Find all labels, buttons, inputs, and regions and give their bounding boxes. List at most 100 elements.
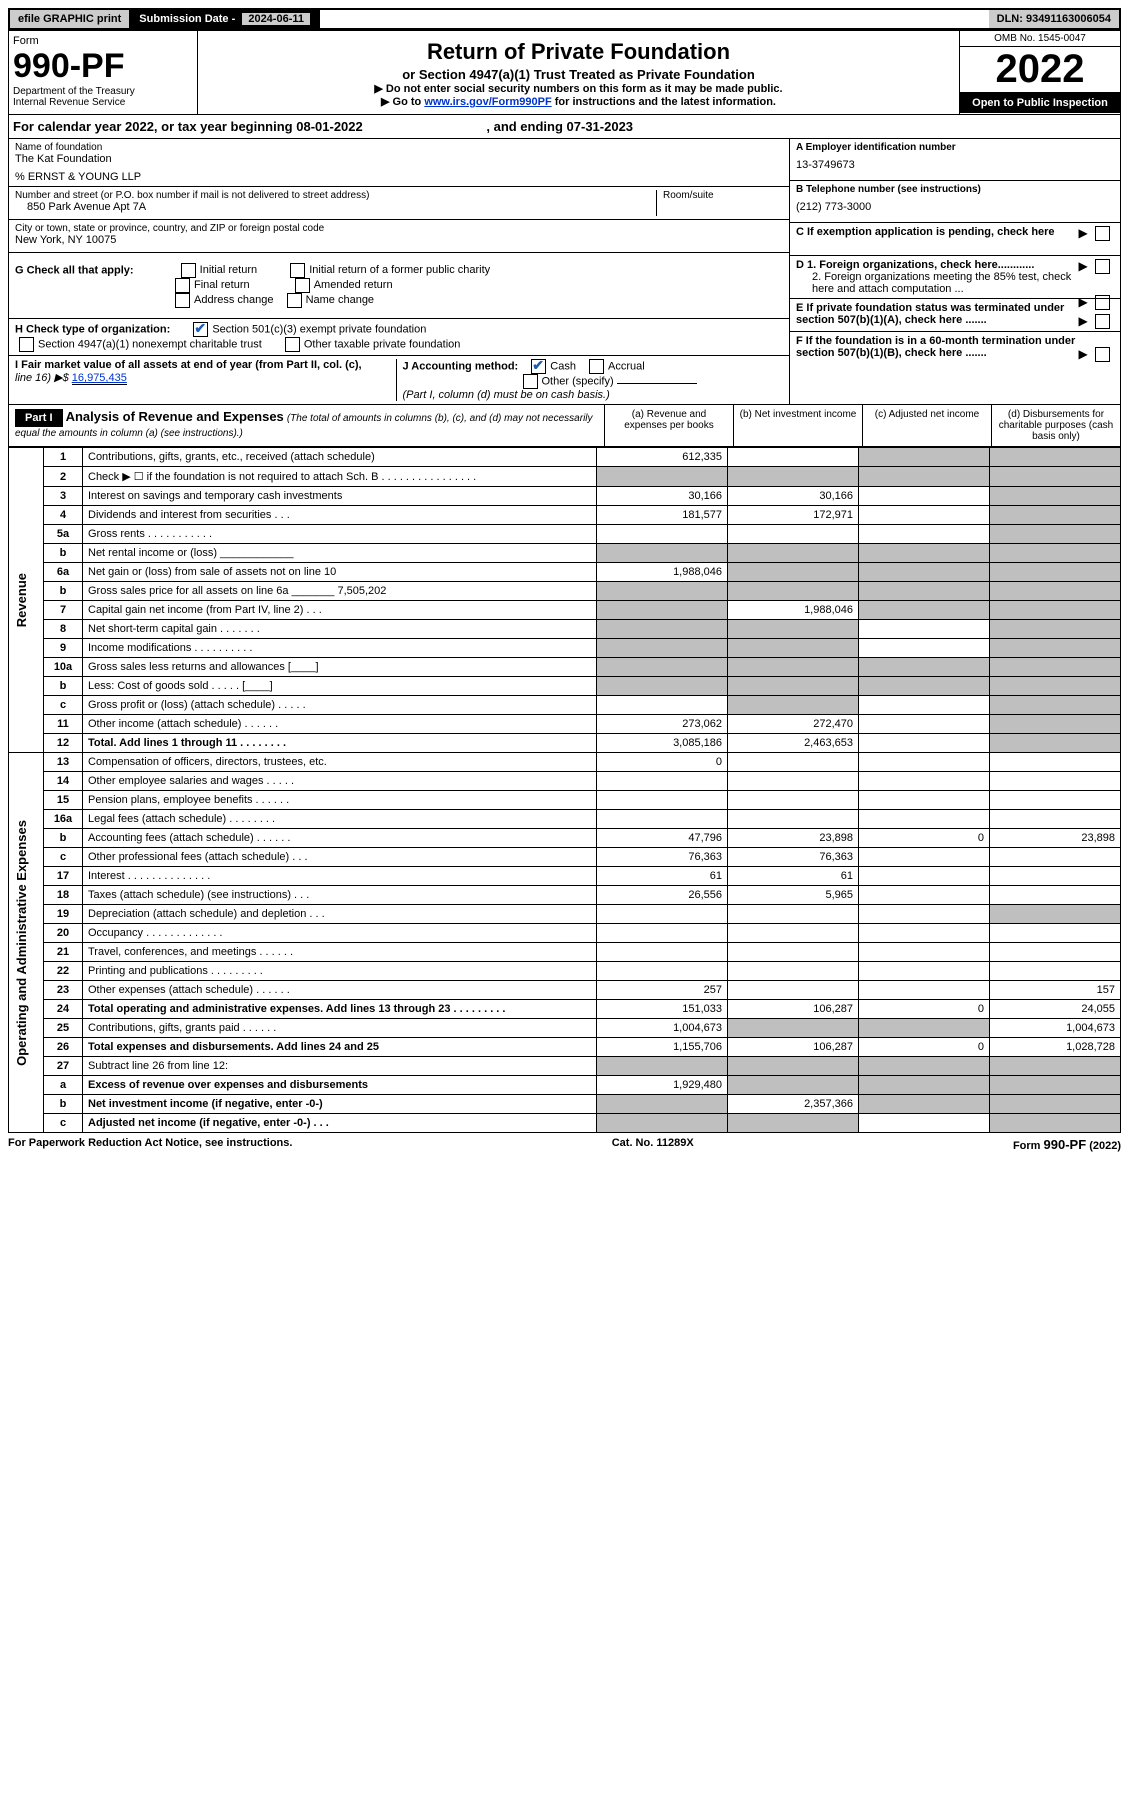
line-number: c <box>44 848 83 867</box>
cell-grey <box>859 544 990 563</box>
cell-amount: 1,988,046 <box>597 563 728 582</box>
tax-year: 2022 <box>960 47 1120 93</box>
line-label: Other employee salaries and wages . . . … <box>83 772 597 791</box>
cell-amount <box>597 810 728 829</box>
line-label: Income modifications . . . . . . . . . . <box>83 639 597 658</box>
cell-amount: 106,287 <box>728 1038 859 1057</box>
line-number: 20 <box>44 924 83 943</box>
table-row: bNet investment income (if negative, ent… <box>9 1095 1121 1114</box>
line-number: 23 <box>44 981 83 1000</box>
cell-grey <box>728 1076 859 1095</box>
instructions-link[interactable]: www.irs.gov/Form990PF <box>424 96 551 108</box>
cell-grey <box>728 696 859 715</box>
line-label: Other professional fees (attach schedule… <box>83 848 597 867</box>
cell-amount <box>859 867 990 886</box>
other-method-checkbox[interactable] <box>523 374 538 389</box>
cell-amount <box>990 810 1121 829</box>
table-row: Revenue1Contributions, gifts, grants, et… <box>9 448 1121 467</box>
cell-amount: 26,556 <box>597 886 728 905</box>
line-number: 16a <box>44 810 83 829</box>
line-number: 6a <box>44 563 83 582</box>
table-row: 16aLegal fees (attach schedule) . . . . … <box>9 810 1121 829</box>
d1-label: D 1. Foreign organizations, check here..… <box>796 259 1034 271</box>
table-row: 8Net short-term capital gain . . . . . .… <box>9 620 1121 639</box>
accrual-checkbox[interactable] <box>589 359 604 374</box>
initial-public-checkbox[interactable] <box>290 263 305 278</box>
line-label: Total. Add lines 1 through 11 . . . . . … <box>83 734 597 753</box>
line-number: 19 <box>44 905 83 924</box>
dept-2: Internal Revenue Service <box>13 97 193 108</box>
cell-grey <box>990 1076 1121 1095</box>
cell-amount <box>990 791 1121 810</box>
cell-amount <box>990 848 1121 867</box>
table-row: bGross sales price for all assets on lin… <box>9 582 1121 601</box>
line-label: Gross profit or (loss) (attach schedule)… <box>83 696 597 715</box>
line-label: Less: Cost of goods sold . . . . . [____… <box>83 677 597 696</box>
address-change-checkbox[interactable] <box>175 293 190 308</box>
name-label: Name of foundation <box>15 142 783 153</box>
table-row: aExcess of revenue over expenses and dis… <box>9 1076 1121 1095</box>
table-row: 5aGross rents . . . . . . . . . . . <box>9 525 1121 544</box>
cell-amount <box>597 772 728 791</box>
e-checkbox[interactable] <box>1095 314 1110 329</box>
cell-grey <box>597 658 728 677</box>
cell-amount: 76,363 <box>728 848 859 867</box>
cell-amount <box>597 962 728 981</box>
501c3-checkbox[interactable] <box>193 322 208 337</box>
cell-amount <box>859 810 990 829</box>
table-row: 24Total operating and administrative exp… <box>9 1000 1121 1019</box>
line-label: Taxes (attach schedule) (see instruction… <box>83 886 597 905</box>
cell-amount <box>597 525 728 544</box>
cell-amount <box>728 810 859 829</box>
cell-grey <box>990 658 1121 677</box>
form-number: 990-PF <box>13 47 193 86</box>
city-label: City or town, state or province, country… <box>15 223 783 234</box>
table-row: 7Capital gain net income (from Part IV, … <box>9 601 1121 620</box>
cell-grey <box>597 467 728 487</box>
table-row: bAccounting fees (attach schedule) . . .… <box>9 829 1121 848</box>
initial-return-checkbox[interactable] <box>181 263 196 278</box>
f-label: F If the foundation is in a 60-month ter… <box>796 335 1075 359</box>
cell-amount <box>728 753 859 772</box>
cell-grey <box>859 1019 990 1038</box>
line-label: Check ▶ ☐ if the foundation is not requi… <box>83 467 597 487</box>
line-number: a <box>44 1076 83 1095</box>
4947-checkbox[interactable] <box>19 337 34 352</box>
line-number: b <box>44 829 83 848</box>
amended-return-checkbox[interactable] <box>295 278 310 293</box>
cell-grey <box>990 715 1121 734</box>
cell-amount <box>859 487 990 506</box>
other-taxable-checkbox[interactable] <box>285 337 300 352</box>
ein-label: A Employer identification number <box>796 142 1114 153</box>
cell-amount <box>990 772 1121 791</box>
final-return-checkbox[interactable] <box>175 278 190 293</box>
line-number: 26 <box>44 1038 83 1057</box>
cell-amount <box>859 696 990 715</box>
col-b-header: (b) Net investment income <box>733 405 862 446</box>
calendar-year-row: For calendar year 2022, or tax year begi… <box>8 115 1121 139</box>
cash-checkbox[interactable] <box>531 359 546 374</box>
f-checkbox[interactable] <box>1095 347 1110 362</box>
line-label: Gross rents . . . . . . . . . . . <box>83 525 597 544</box>
phone-label: B Telephone number (see instructions) <box>796 184 1114 195</box>
cell-amount <box>990 924 1121 943</box>
form-header: Form 990-PF Department of the Treasury I… <box>8 30 1121 115</box>
cell-grey <box>728 544 859 563</box>
table-row: 4Dividends and interest from securities … <box>9 506 1121 525</box>
table-row: Operating and Administrative Expenses13C… <box>9 753 1121 772</box>
cell-amount: 47,796 <box>597 829 728 848</box>
cell-grey <box>859 582 990 601</box>
cell-amount <box>597 905 728 924</box>
table-row: cGross profit or (loss) (attach schedule… <box>9 696 1121 715</box>
d2-checkbox[interactable] <box>1095 295 1110 310</box>
d1-checkbox[interactable] <box>1095 259 1110 274</box>
cell-amount <box>728 943 859 962</box>
table-row: 6aNet gain or (loss) from sale of assets… <box>9 563 1121 582</box>
cell-amount: 273,062 <box>597 715 728 734</box>
line-number: 1 <box>44 448 83 467</box>
cell-amount: 612,335 <box>597 448 728 467</box>
fmv-link[interactable]: 16,975,435 <box>72 372 127 385</box>
line-number: 3 <box>44 487 83 506</box>
name-change-checkbox[interactable] <box>287 293 302 308</box>
c-checkbox[interactable] <box>1095 226 1110 241</box>
